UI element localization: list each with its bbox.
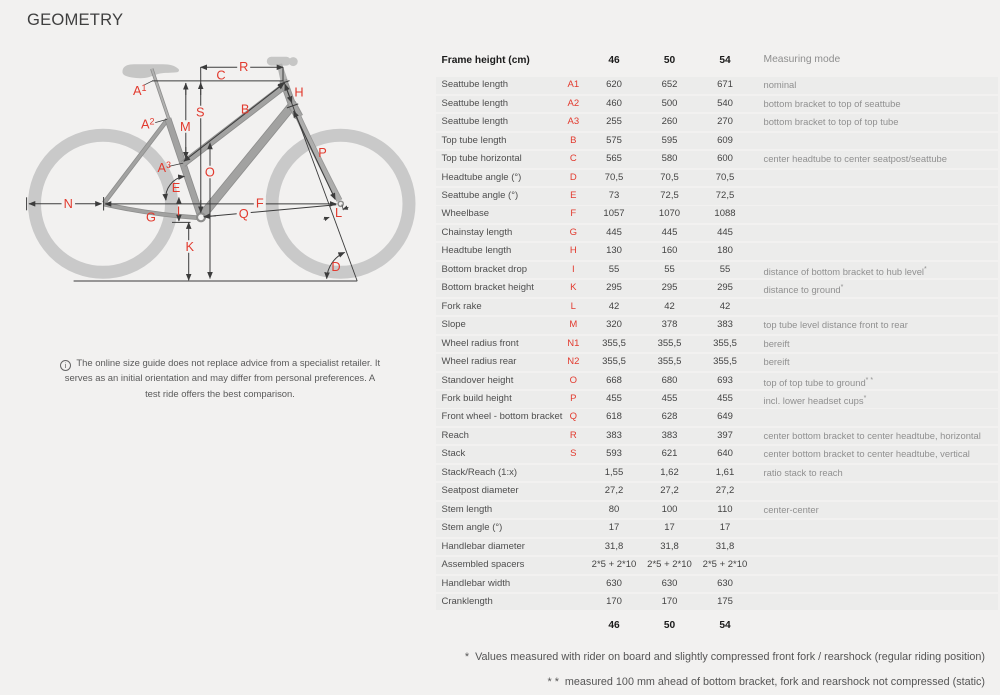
svg-text:D: D [331, 259, 340, 274]
svg-text:C: C [216, 68, 225, 83]
svg-text:E: E [172, 180, 181, 195]
svg-text:S: S [196, 105, 205, 120]
svg-text:R: R [239, 59, 248, 74]
svg-text:B: B [241, 102, 250, 117]
svg-text:F: F [256, 196, 264, 211]
svg-text:A1: A1 [133, 83, 147, 98]
svg-text:A2: A2 [141, 116, 155, 131]
svg-text:K: K [186, 239, 195, 254]
svg-text:P: P [318, 145, 327, 160]
svg-text:L: L [335, 205, 342, 220]
svg-text:N: N [64, 196, 73, 211]
svg-text:I: I [177, 204, 181, 219]
svg-text:Q: Q [239, 206, 249, 221]
svg-text:M: M [180, 119, 191, 134]
svg-text:H: H [294, 85, 303, 100]
svg-text:O: O [205, 165, 215, 180]
svg-text:G: G [146, 210, 156, 225]
